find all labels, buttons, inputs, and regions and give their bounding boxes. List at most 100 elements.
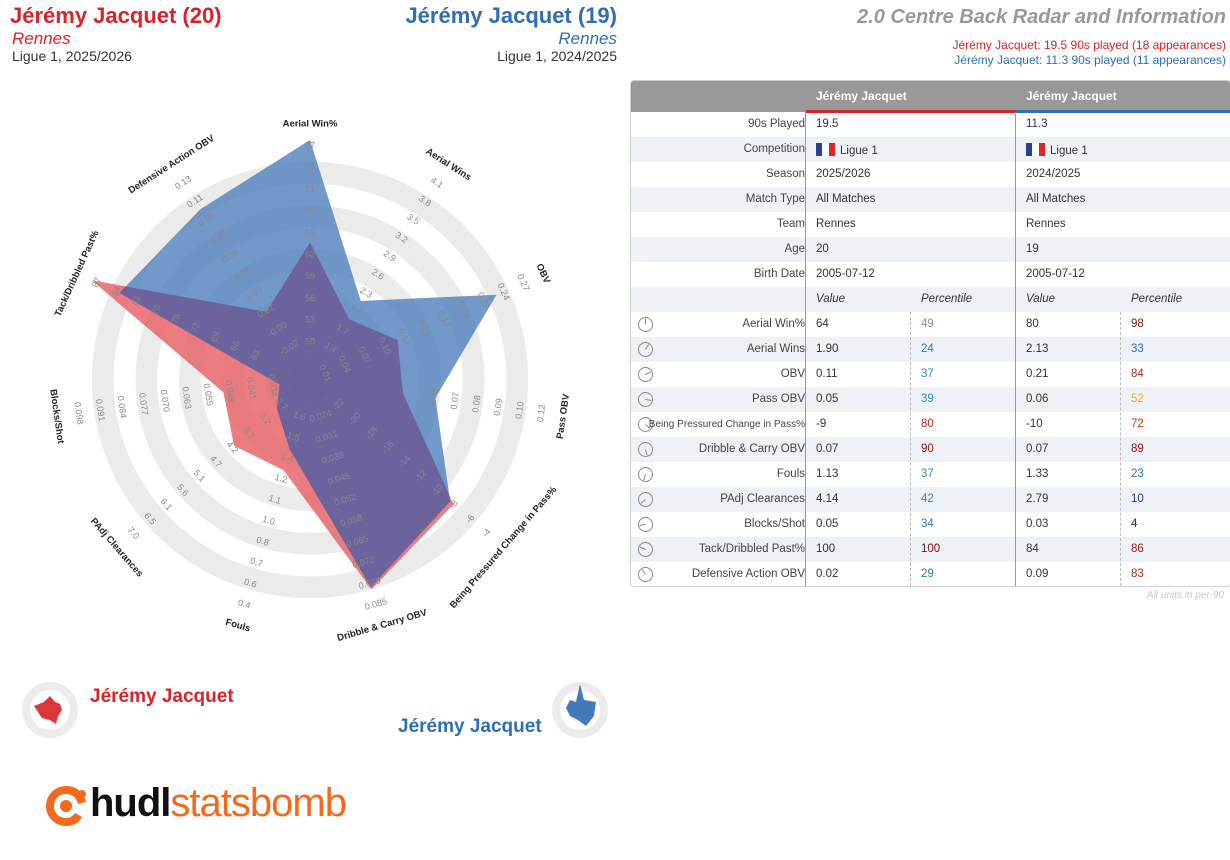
radar-tick-label: 53 <box>305 315 315 325</box>
player2-metric-percentile: 23 <box>1131 468 1144 480</box>
radar-axis-label: Aerial Win% <box>283 119 338 130</box>
player1-metric-percentile: 34 <box>921 518 934 530</box>
player1-metric-value: 1.90 <box>816 343 839 355</box>
player2-info-value: 11.3 <box>1026 118 1048 130</box>
metric-label: Defensive Action OBV <box>691 568 805 580</box>
radar-tick-label: 1.1 <box>268 493 283 506</box>
radar-tick-label: 0.034 <box>267 373 280 397</box>
player2-metric-value: 0.03 <box>1026 518 1049 530</box>
player2-info-value: All Matches <box>1026 193 1086 205</box>
player1-metric-value: 0.07 <box>816 443 839 455</box>
radar-axis-label: Blocks/Shot <box>47 388 66 445</box>
player2-metric-percentile: 84 <box>1131 368 1144 380</box>
radar-tick-label: 50 <box>305 336 315 346</box>
player1-minutes: Jérémy Jacquet: 19.5 90s played (18 appe… <box>952 38 1227 52</box>
units-footnote: All units in per-90 <box>1146 590 1224 601</box>
player2-name: Jérémy Jacquet (19) <box>405 3 617 28</box>
player2-color-bar <box>1016 110 1230 113</box>
radar-tick-label: 65 <box>305 227 315 237</box>
radar-tick-label: 1.2 <box>274 472 289 485</box>
radar-tick-label: 74 <box>305 162 315 172</box>
radar-tick-label: 0.084 <box>116 395 129 419</box>
player2-metric-percentile: 83 <box>1131 568 1144 580</box>
radar-tick-label: 0.070 <box>159 389 172 413</box>
radar-tick-label: 0.7 <box>249 556 264 569</box>
player1-metric-value: 0.11 <box>816 368 838 380</box>
radar-tick-label: 0.4 <box>237 597 252 610</box>
player1-info-value: 2005-07-12 <box>816 268 875 280</box>
france-flag-icon <box>1026 143 1045 156</box>
info-label: Birth Date <box>753 268 805 280</box>
player2-metric-value: 80 <box>1026 318 1039 330</box>
dial-icon <box>638 392 653 407</box>
metric-label: Pass OBV <box>751 393 805 405</box>
radar-tick-label: 0.055 <box>202 383 215 407</box>
metric-row: Being Pressured Change in Pass% -9 80 -10 72 <box>631 412 1230 437</box>
value-header: Value <box>816 293 845 305</box>
radar-tick-label: 0.098 <box>72 401 85 425</box>
player1-metric-value: 0.05 <box>816 518 839 530</box>
radar-tick-label: 0.091 <box>94 398 107 422</box>
player1-metric-value: -9 <box>816 418 827 430</box>
metric-label: Dribble & Carry OBV <box>698 443 805 455</box>
metric-label: OBV <box>780 368 805 380</box>
player1-metric-percentile: 24 <box>921 343 934 355</box>
metric-label: Tack/Dribbled Past% <box>698 543 805 555</box>
radar-tick-label: 1.4 <box>280 451 295 464</box>
player1-info-value: 20 <box>816 243 829 255</box>
dial-icon <box>638 517 653 532</box>
radar-tick-label: 0.8 <box>255 535 270 548</box>
statsbomb-logo-icon <box>46 786 86 826</box>
player2-metric-percentile: 98 <box>1131 318 1144 330</box>
player1-metric-percentile: 80 <box>921 418 934 430</box>
metric-row: Aerial Wins 1.90 24 2.13 33 <box>631 337 1230 362</box>
info-label: Competition <box>743 143 805 155</box>
hudl-statsbomb-logo: hudlstatsbomb <box>90 781 347 825</box>
player2-metric-percentile: 10 <box>1131 493 1144 505</box>
player1-info-value: 19.5 <box>816 118 839 130</box>
radar-tick-label: 0.12 <box>535 404 547 423</box>
metric-row: Dribble & Carry OBV 0.07 90 0.07 89 <box>631 437 1230 462</box>
legend-player1-label: Jérémy Jacquet <box>90 686 234 707</box>
player1-info-value: 2025/2026 <box>816 168 871 180</box>
player2-info-value: 19 <box>1026 243 1039 255</box>
metric-label: Being Pressured Change in Pass% <box>648 419 805 430</box>
dial-icon <box>638 317 653 332</box>
radar-polygons <box>91 140 497 590</box>
dial-icon <box>638 492 653 507</box>
radar-tick-label: 78 <box>149 303 162 316</box>
player2-metric-value: 0.09 <box>1026 568 1049 580</box>
player1-color-bar <box>806 110 1016 113</box>
radar-tick-label: 68 <box>305 206 315 216</box>
radar-tick-label: 0.07 <box>449 391 461 410</box>
radar-tick-label: 0.10 <box>513 401 525 420</box>
metrics-subheader: Value Percentile Value Percentile <box>631 287 1230 312</box>
player2-metric-percentile: 52 <box>1131 393 1144 405</box>
radar-tick-label: 63 <box>248 348 261 361</box>
radar-tick-label: 84 <box>110 285 123 298</box>
player2-metric-value: -10 <box>1026 418 1043 430</box>
radar-axis-label: OBV <box>534 262 553 286</box>
player1-metric-percentile: 29 <box>921 568 934 580</box>
legend-player2-label: Jérémy Jacquet <box>398 716 542 737</box>
radar-tick-label: 72 <box>189 321 202 334</box>
table-header-player1: Jérémy Jacquet <box>816 89 907 103</box>
radar-tick-label: 87 <box>90 276 103 289</box>
radar-tick-label: 0.6 <box>243 577 258 590</box>
radar-tick-label: 1.6 <box>292 409 307 422</box>
player2-metric-value: 84 <box>1026 543 1039 555</box>
player1-competition: Ligue 1, 2025/2026 <box>12 48 132 64</box>
radar-center <box>288 358 332 402</box>
player1-info-value: All Matches <box>816 193 876 205</box>
radar-tick-label: 0.077 <box>137 392 150 416</box>
player2-team: Rennes <box>558 29 617 48</box>
player1-metric-percentile: 100 <box>921 543 941 555</box>
player2-metric-value: 2.13 <box>1026 343 1049 355</box>
info-label: Age <box>784 243 805 255</box>
metric-row: Blocks/Shot 0.05 34 0.03 4 <box>631 512 1230 537</box>
info-row: Birth Date 2005-07-12 2005-07-12 <box>631 262 1230 287</box>
info-row: Age 20 19 <box>631 237 1230 262</box>
dial-icon <box>638 467 653 482</box>
value-header: Value <box>1026 293 1055 305</box>
player2-minutes: Jérémy Jacquet: 11.3 90s played (11 appe… <box>954 53 1226 67</box>
